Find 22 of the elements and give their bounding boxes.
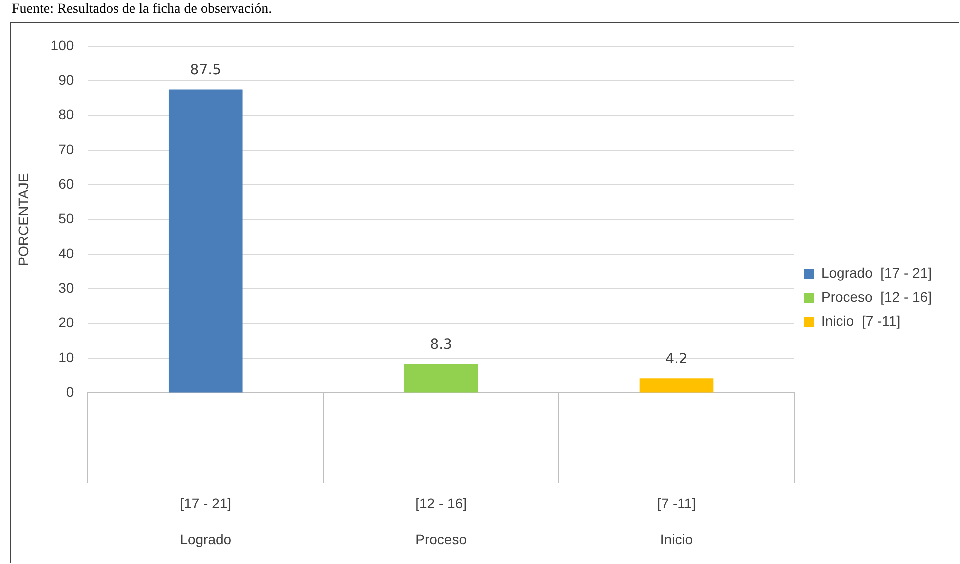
y-tick-label: 10 [58, 349, 74, 366]
legend-label: Inicio [7 -11] [821, 312, 901, 329]
y-tick-label: 0 [66, 384, 74, 400]
source-note: Fuente: Resultados de la ficha de observación. [12, 2, 272, 18]
y-tick-label: 30 [58, 280, 74, 296]
data-label: 8.3 [430, 337, 452, 354]
category-label: [7 -11] Inicio [657, 495, 696, 548]
category-label: [17 - 21] Logrado [180, 495, 232, 548]
category-label: [12 - 16] Proceso [416, 495, 468, 548]
y-tick-label: 20 [58, 314, 74, 331]
y-axis-title: PORCENTAJE [15, 173, 32, 266]
data-label: 87.5 [190, 62, 222, 78]
y-tick-label: 60 [58, 176, 74, 192]
y-tick-label: 90 [58, 72, 74, 88]
legend-label: Logrado [17 - 21] [821, 264, 932, 281]
y-tick-label: 40 [58, 245, 74, 262]
y-tick-label: 100 [50, 37, 74, 54]
y-tick-label: 80 [58, 106, 74, 123]
y-tick-label: 70 [58, 141, 74, 158]
y-tick-label: 50 [58, 210, 74, 227]
legend-label: Proceso [12 - 16] [821, 288, 932, 305]
data-label: 4.2 [666, 351, 688, 368]
